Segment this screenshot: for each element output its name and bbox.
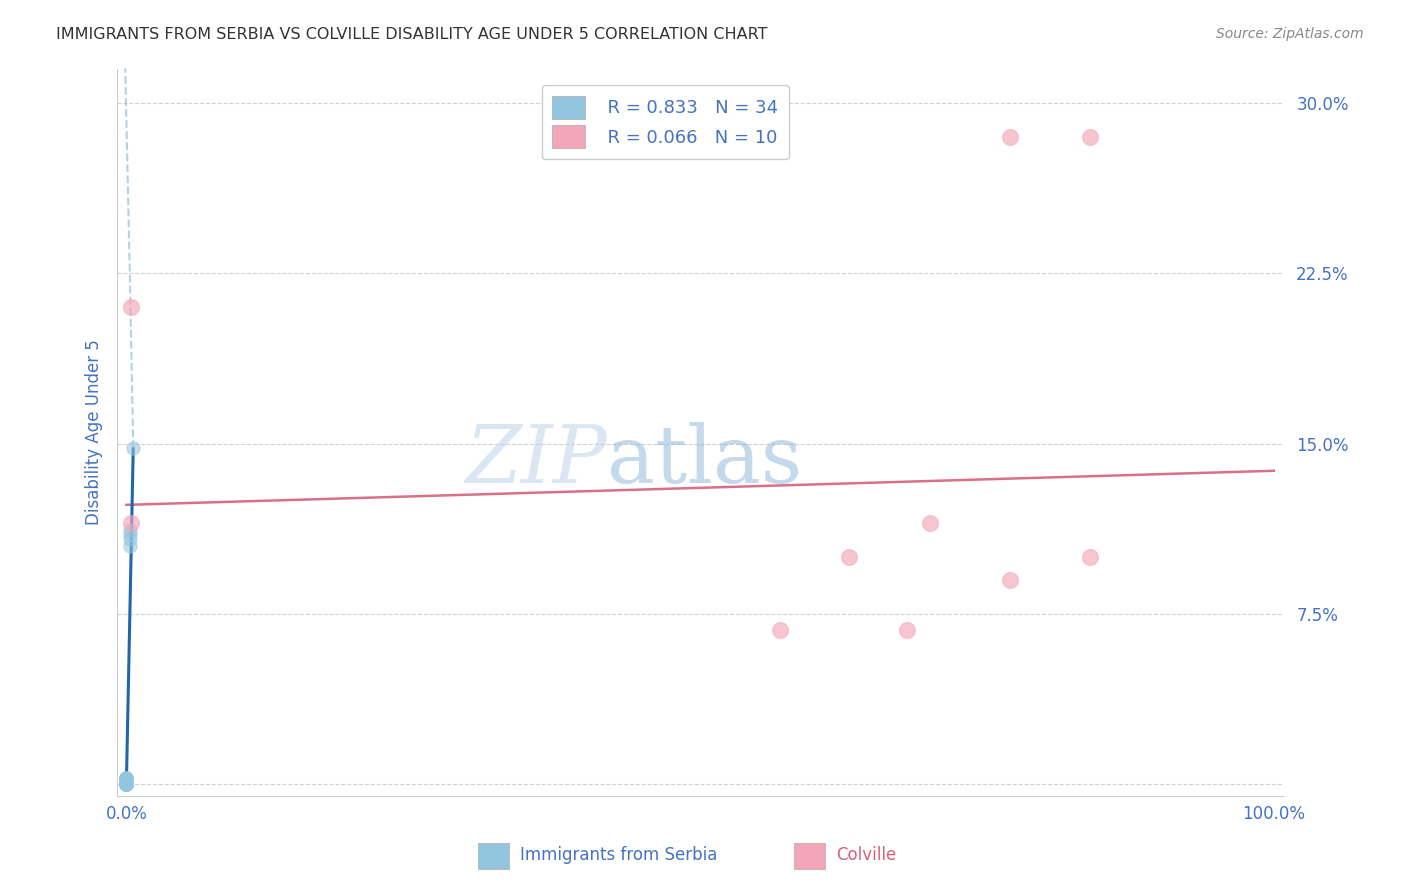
Text: IMMIGRANTS FROM SERBIA VS COLVILLE DISABILITY AGE UNDER 5 CORRELATION CHART: IMMIGRANTS FROM SERBIA VS COLVILLE DISAB… [56,27,768,42]
Point [896,623,918,637]
Point [118,532,141,546]
Point [998,129,1021,144]
Point [115,771,138,785]
Text: Source: ZipAtlas.com: Source: ZipAtlas.com [1216,27,1364,41]
Point [115,777,138,791]
Point [115,777,138,791]
Point [115,777,138,791]
Text: atlas: atlas [607,422,801,500]
Point [115,777,138,791]
Point [115,772,138,787]
Point [998,573,1021,587]
Point [115,777,138,791]
Point [115,777,138,791]
Text: Colville: Colville [837,847,897,864]
Point [115,777,138,791]
Point [115,777,138,791]
Point [122,441,145,455]
Point [918,516,941,530]
Point [115,777,138,791]
Text: ZIP: ZIP [465,423,607,500]
Point [118,527,141,541]
Point [120,516,142,530]
Point [838,550,860,565]
Point [118,539,141,553]
Point [115,777,138,791]
Y-axis label: Disability Age Under 5: Disability Age Under 5 [86,339,103,525]
Point [115,777,138,791]
Point [115,771,138,785]
Point [1078,129,1101,144]
Point [115,777,138,791]
Point [115,777,138,791]
Point [120,300,142,314]
Point [115,771,138,785]
Point [115,777,138,791]
Point [115,777,138,791]
Legend:   R = 0.833   N = 34,   R = 0.066   N = 10: R = 0.833 N = 34, R = 0.066 N = 10 [541,85,789,159]
Point [769,623,792,637]
Point [115,771,138,785]
Point [115,771,138,785]
Point [115,777,138,791]
Point [115,772,138,787]
Point [118,523,141,537]
Point [115,777,138,791]
Point [115,777,138,791]
Point [115,777,138,791]
Point [1078,550,1101,565]
Point [115,777,138,791]
Point [115,777,138,791]
Point [115,777,138,791]
Text: Immigrants from Serbia: Immigrants from Serbia [520,847,717,864]
